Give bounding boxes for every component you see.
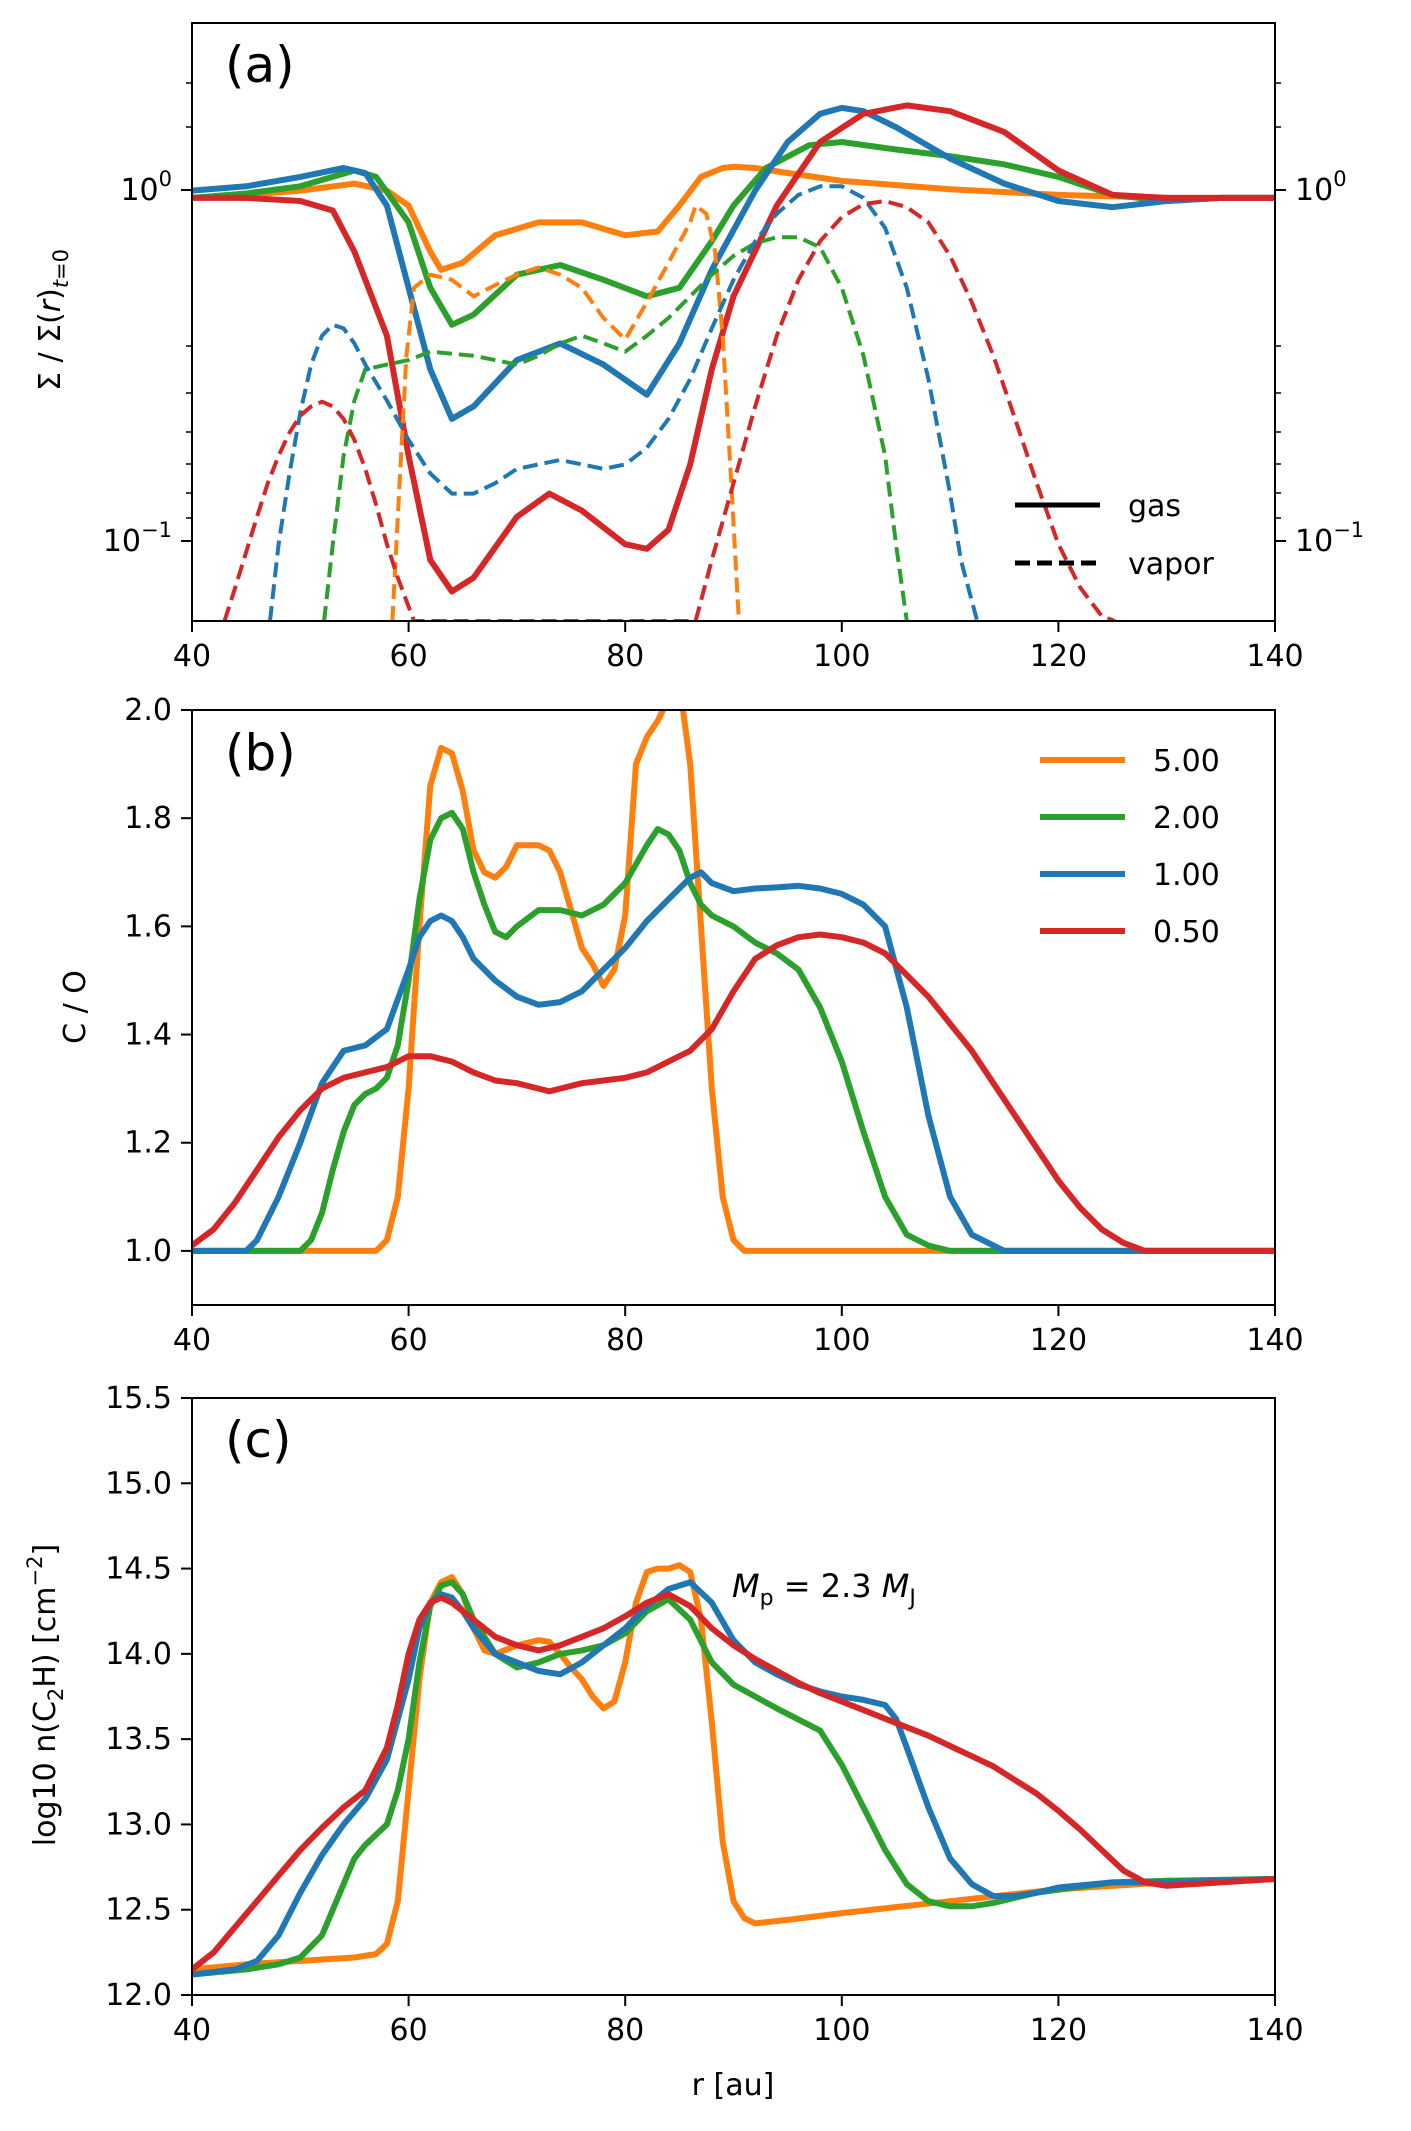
y-tick-labels: 100 10−1 100 10−1	[103, 167, 1364, 559]
y-tick-label: 15.5	[105, 1381, 172, 1416]
x-tick-label: 140	[1246, 1323, 1303, 1358]
x-axis-label: r [au]	[692, 2068, 775, 2103]
axes-frame	[191, 709, 1276, 1306]
series-line-2-00	[192, 1579, 1275, 1978]
x-tick-label: 40	[173, 2013, 211, 2048]
x-tick-label: 80	[606, 1323, 644, 1358]
y-tick-label-right: 100	[1295, 167, 1347, 208]
y-axis-label: C / O	[58, 970, 93, 1044]
axes-frame	[191, 1397, 1276, 1996]
series-line-2-00-vapor	[322, 235, 909, 621]
x-tick-label: 100	[813, 639, 870, 674]
planet-mass-annotation: Mp = 2.3 MJ	[732, 1567, 916, 1611]
x-tick-label: 100	[813, 2013, 870, 2048]
legend-label: 2.00	[1153, 801, 1220, 836]
x-tick-label: 140	[1246, 2013, 1303, 2048]
x-tick-label: 60	[390, 639, 428, 674]
y-tick-label: 100	[120, 167, 172, 208]
y-tick-label: 1.8	[124, 801, 172, 836]
y-tick-label: 2.0	[124, 693, 172, 728]
y-tick-label: 15.0	[105, 1466, 172, 1501]
y-tick-labels: 1.0 1.2 1.4 1.6 1.8 2.0	[124, 693, 192, 1269]
series-group	[192, 710, 1275, 1254]
x-tick-label: 60	[390, 1323, 428, 1358]
x-tick-label: 60	[390, 2013, 428, 2048]
legend-label: 5.00	[1153, 744, 1220, 779]
legend-label: 0.50	[1153, 915, 1220, 950]
panel-a: 40 60 80 100 120 140 100 10−1 100 10−1 (a) Σ …	[33, 22, 1364, 674]
series-line-0-50	[192, 1591, 1275, 1972]
y-tick-label: 10−1	[103, 518, 172, 559]
y-tick-label: 14.0	[105, 1637, 172, 1672]
series-line-2-00-gas	[192, 139, 1275, 328]
series-line-0-50-gas	[192, 102, 1275, 595]
series-line-2-00	[192, 809, 1275, 1254]
series-line-5-00	[192, 1562, 1275, 1973]
series-line-0-50	[192, 931, 1275, 1254]
x-tick-label: 80	[606, 2013, 644, 2048]
x-tick-label: 40	[173, 639, 211, 674]
y-tick-label: 1.2	[124, 1126, 172, 1161]
y-tick-label: 12.0	[105, 1978, 172, 2013]
y-tick-label: 12.5	[105, 1893, 172, 1928]
panel-c: 40 60 80 100 120 140 12.0 12.5 13.0 13.5 14.0 14.5…	[23, 1381, 1304, 2103]
y-tick-label: 1.4	[124, 1018, 172, 1053]
minor-ticks	[186, 82, 1281, 519]
series-line-5-00	[192, 710, 1275, 1254]
legend: gas vapor	[1015, 489, 1215, 582]
x-tick-label: 140	[1246, 639, 1303, 674]
series-line-1-00-vapor	[268, 184, 980, 621]
series-group	[192, 102, 1275, 621]
y-tick-label: 13.5	[105, 1722, 172, 1757]
y-axis-label: Σ / Σ(r)t=0	[33, 249, 73, 391]
series-group	[192, 1562, 1275, 1978]
y-tick-label: 13.0	[105, 1807, 172, 1842]
series-line-1-00-gas	[192, 104, 1275, 422]
x-tick-label: 40	[173, 1323, 211, 1358]
y-tick-label-right: 10−1	[1295, 518, 1364, 559]
legend-label: vapor	[1128, 547, 1215, 582]
y-tick-label: 1.0	[124, 1234, 172, 1269]
panel-b: 40 60 80 100 120 140 1.0 1.2 1.4 1.6 1.8 2.0 (b) C…	[58, 693, 1304, 1358]
y-tick-label: 1.6	[124, 909, 172, 944]
panel-label: (c)	[225, 1411, 292, 1469]
x-tick-label: 120	[1030, 1323, 1087, 1358]
axes-frame	[191, 22, 1276, 622]
series-line-0-50-vapor	[222, 199, 1116, 621]
y-axis-label: log10 n(C2H) [cm−2]	[23, 1544, 68, 1846]
y-tick-label: 14.5	[105, 1552, 172, 1587]
x-tick-labels: 40 60 80 100 120 140	[173, 1995, 1304, 2048]
x-tick-label: 100	[813, 1323, 870, 1358]
legend-label: 1.00	[1153, 858, 1220, 893]
legend: 5.00 2.00 1.00 0.50	[1040, 744, 1220, 950]
y-tick-labels: 12.0 12.5 13.0 13.5 14.0 14.5 15.0 15.5	[105, 1381, 192, 2013]
x-tick-label: 120	[1030, 639, 1087, 674]
panel-label: (a)	[225, 36, 295, 94]
legend-label: gas	[1128, 489, 1181, 524]
series-line-1-00	[192, 1579, 1275, 1978]
x-tick-labels: 40 60 80 100 120 140	[173, 1305, 1304, 1358]
series-line-1-00	[192, 869, 1275, 1254]
x-tick-labels: 40 60 80 100 120 140	[173, 621, 1304, 674]
x-tick-label: 120	[1030, 2013, 1087, 2048]
x-tick-label: 80	[606, 639, 644, 674]
panel-label: (b)	[225, 724, 296, 782]
